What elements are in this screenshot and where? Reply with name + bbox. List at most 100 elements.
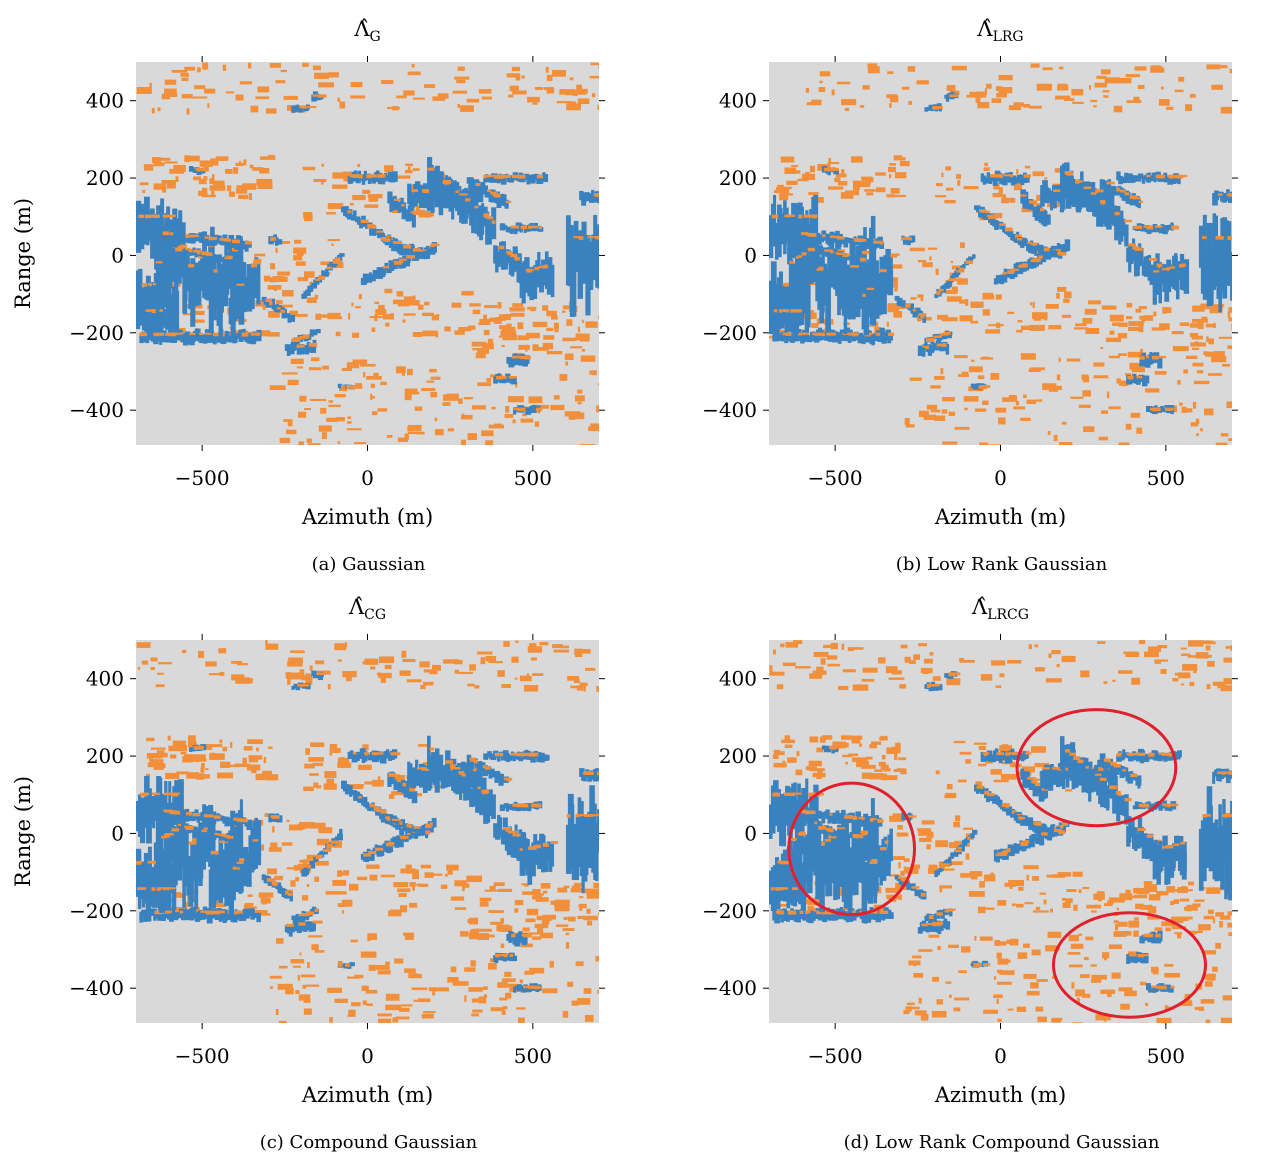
- orange-pixel: [990, 873, 994, 877]
- orange-pixel: [499, 336, 503, 338]
- orange-pixel: [152, 108, 155, 113]
- orange-pixel: [266, 774, 278, 780]
- orange-pixel: [1062, 902, 1070, 908]
- orange-pixel: [944, 795, 954, 799]
- orange-pixel: [316, 785, 321, 788]
- orange-pixel: [1204, 950, 1216, 954]
- orange-pixel: [810, 736, 819, 742]
- orange-pixel: [1230, 645, 1245, 651]
- orange-pixel: [369, 965, 376, 971]
- orange-pixel: [539, 642, 548, 645]
- orange-pixel: [1059, 442, 1072, 446]
- orange-pixel: [1131, 365, 1139, 368]
- orange-pixel: [926, 844, 930, 849]
- orange-pixel: [801, 232, 808, 235]
- orange-pixel: [1231, 236, 1237, 239]
- orange-pixel: [1139, 306, 1147, 309]
- orange-pixel: [1218, 193, 1223, 196]
- orange-pixel: [1086, 905, 1101, 909]
- orange-pixel: [188, 735, 196, 742]
- orange-pixel: [1107, 900, 1113, 904]
- orange-pixel: [531, 226, 538, 229]
- orange-pixel: [201, 830, 207, 832]
- orange-pixel: [351, 82, 363, 87]
- orange-pixel: [979, 443, 988, 446]
- orange-pixel: [1090, 964, 1096, 966]
- blue-pixel: [1144, 375, 1149, 383]
- orange-pixel: [887, 322, 889, 327]
- orange-pixel: [399, 259, 407, 261]
- orange-pixel: [1180, 322, 1189, 326]
- orange-pixel: [370, 396, 375, 399]
- orange-pixel: [532, 673, 543, 676]
- orange-pixel: [886, 194, 895, 197]
- orange-pixel: [550, 405, 564, 410]
- orange-pixel: [301, 974, 315, 977]
- orange-pixel: [1100, 347, 1103, 349]
- orange-pixel: [417, 974, 422, 978]
- orange-pixel: [520, 676, 532, 681]
- orange-pixel: [596, 405, 599, 412]
- orange-pixel: [324, 771, 336, 778]
- orange-pixel: [410, 882, 416, 887]
- orange-pixel: [487, 378, 491, 382]
- orange-pixel: [1075, 323, 1086, 326]
- y-tick-label: −200: [69, 899, 124, 923]
- orange-pixel: [212, 174, 215, 179]
- orange-pixel: [484, 214, 487, 218]
- orange-pixel: [402, 319, 405, 322]
- blue-pixel: [277, 239, 283, 244]
- orange-pixel: [482, 97, 492, 100]
- orange-pixel: [1134, 66, 1146, 70]
- orange-pixel: [470, 960, 475, 966]
- orange-pixel: [1110, 331, 1115, 335]
- orange-pixel: [597, 990, 611, 994]
- orange-pixel: [362, 190, 370, 194]
- orange-pixel: [317, 314, 331, 317]
- orange-pixel: [512, 804, 519, 807]
- orange-pixel: [964, 186, 979, 189]
- orange-pixel: [1202, 236, 1206, 239]
- orange-pixel: [565, 362, 568, 366]
- orange-pixel: [314, 179, 327, 182]
- orange-pixel: [1215, 943, 1221, 949]
- blue-pixel: [349, 962, 355, 966]
- orange-pixel: [1009, 395, 1017, 399]
- orange-pixel: [490, 922, 501, 925]
- orange-pixel: [363, 372, 365, 377]
- orange-pixel: [1164, 973, 1180, 978]
- orange-pixel: [997, 1019, 1001, 1022]
- orange-pixel: [218, 911, 224, 914]
- orange-pixel: [928, 248, 937, 250]
- blue-pixel: [1124, 224, 1128, 246]
- orange-pixel: [880, 241, 883, 244]
- orange-pixel: [476, 353, 486, 359]
- orange-pixel: [469, 664, 476, 670]
- orange-pixel: [1134, 917, 1139, 920]
- orange-pixel: [996, 93, 1007, 98]
- orange-pixel: [598, 913, 604, 916]
- orange-pixel: [243, 159, 246, 165]
- orange-pixel: [518, 175, 526, 179]
- orange-pixel: [798, 215, 802, 219]
- orange-pixel: [939, 885, 952, 888]
- orange-pixel: [942, 397, 955, 401]
- orange-pixel: [210, 911, 217, 914]
- orange-pixel: [136, 861, 141, 865]
- orange-pixel: [1115, 924, 1118, 930]
- orange-pixel: [1016, 169, 1018, 174]
- orange-pixel: [230, 742, 232, 748]
- orange-pixel: [594, 236, 599, 238]
- orange-pixel: [481, 933, 486, 938]
- orange-pixel: [926, 338, 935, 342]
- orange-pixel: [913, 309, 916, 311]
- orange-pixel: [471, 929, 475, 935]
- orange-pixel: [459, 672, 473, 674]
- orange-pixel: [270, 63, 281, 68]
- orange-pixel: [387, 817, 390, 821]
- orange-pixel: [1018, 952, 1028, 959]
- orange-pixel: [527, 97, 540, 103]
- orange-pixel: [845, 190, 859, 195]
- orange-pixel: [1057, 85, 1068, 90]
